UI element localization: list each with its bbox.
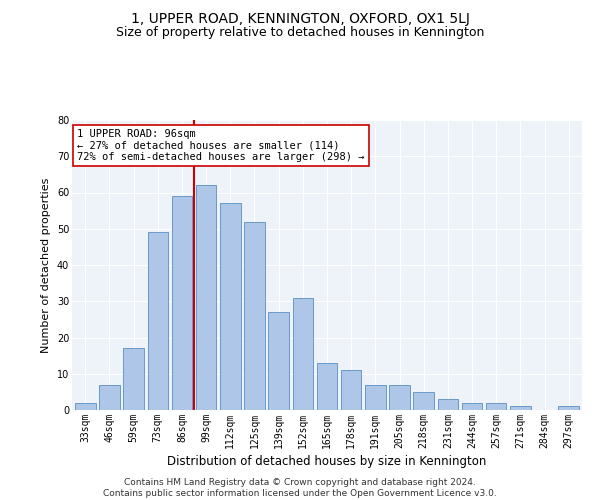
Bar [341,370,361,410]
Bar [389,384,410,410]
Bar [317,363,337,410]
Y-axis label: Number of detached properties: Number of detached properties [41,178,51,352]
Bar [510,406,530,410]
Bar [75,403,95,410]
X-axis label: Distribution of detached houses by size in Kennington: Distribution of detached houses by size … [167,455,487,468]
Bar [124,348,144,410]
Bar [268,312,289,410]
Bar [99,384,120,410]
Text: 1, UPPER ROAD, KENNINGTON, OXFORD, OX1 5LJ: 1, UPPER ROAD, KENNINGTON, OXFORD, OX1 5… [131,12,469,26]
Bar [220,204,241,410]
Bar [172,196,192,410]
Bar [148,232,168,410]
Bar [462,403,482,410]
Text: 1 UPPER ROAD: 96sqm
← 27% of detached houses are smaller (114)
72% of semi-detac: 1 UPPER ROAD: 96sqm ← 27% of detached ho… [77,128,365,162]
Bar [244,222,265,410]
Bar [437,399,458,410]
Text: Size of property relative to detached houses in Kennington: Size of property relative to detached ho… [116,26,484,39]
Text: Contains HM Land Registry data © Crown copyright and database right 2024.
Contai: Contains HM Land Registry data © Crown c… [103,478,497,498]
Bar [365,384,386,410]
Bar [413,392,434,410]
Bar [486,403,506,410]
Bar [196,185,217,410]
Bar [559,406,579,410]
Bar [293,298,313,410]
